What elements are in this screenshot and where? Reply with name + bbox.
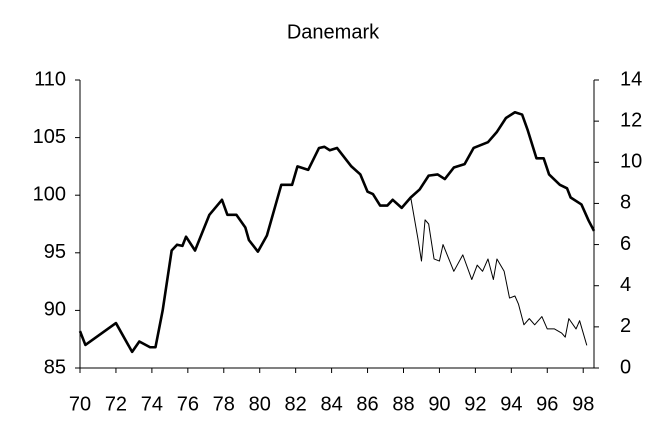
y-tick-label: 95 <box>44 241 66 263</box>
y2-tick-label: 8 <box>620 192 631 214</box>
y2-tick-label: 4 <box>620 274 631 296</box>
x-tick-label: 74 <box>141 393 163 415</box>
data-line <box>78 110 596 354</box>
x-tick-label: 72 <box>105 393 127 415</box>
x-tick-label: 84 <box>320 393 342 415</box>
data-line <box>410 197 588 346</box>
x-tick-label: 96 <box>536 393 558 415</box>
y-tick-label: 100 <box>33 183 66 205</box>
y2-tick-label: 0 <box>620 356 631 378</box>
x-tick-label: 86 <box>356 393 378 415</box>
x-tick-label: 76 <box>177 393 199 415</box>
x-tick-label: 80 <box>249 393 271 415</box>
y-tick-label: 85 <box>44 356 66 378</box>
x-tick-label: 90 <box>428 393 450 415</box>
y2-tick-label: 10 <box>620 151 642 173</box>
x-tick-label: 78 <box>213 393 235 415</box>
y-tick-label: 90 <box>44 299 66 321</box>
y2-tick-label: 14 <box>620 68 642 90</box>
y2-tick-label: 6 <box>620 233 631 255</box>
x-tick-label: 94 <box>500 393 522 415</box>
y2-tick-label: 2 <box>620 315 631 337</box>
x-tick-label: 92 <box>464 393 486 415</box>
x-tick-label: 88 <box>392 393 414 415</box>
chart-title: Danemark <box>287 21 380 43</box>
x-tick-label: 70 <box>69 393 91 415</box>
x-tick-label: 98 <box>572 393 594 415</box>
x-tick-label: 82 <box>285 393 307 415</box>
y-tick-label: 105 <box>33 126 66 148</box>
y2-tick-label: 12 <box>620 109 642 131</box>
y-tick-label: 110 <box>34 68 66 90</box>
